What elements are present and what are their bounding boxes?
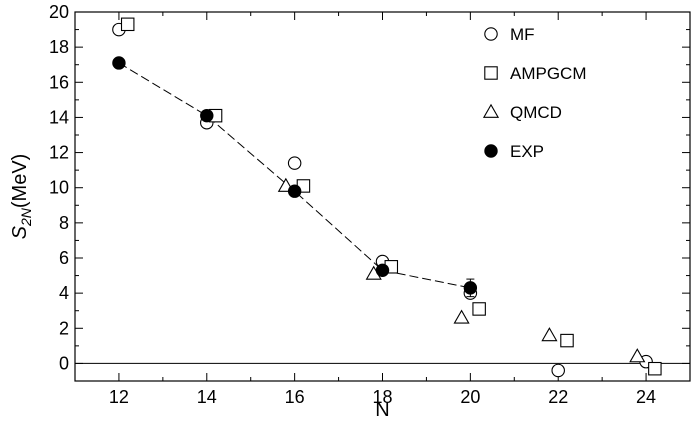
y-tick-label: 6 — [59, 248, 69, 268]
y-axis-title-subscript: 2N — [18, 207, 34, 227]
x-tick-label: 12 — [109, 387, 129, 407]
qmcd-data-point — [629, 348, 646, 363]
y-tick-label: 2 — [59, 318, 69, 338]
exp-data-point — [287, 184, 302, 198]
legend-label-ampgcm: AMPGCM — [510, 64, 587, 83]
qmcd-data-point — [453, 309, 470, 324]
ampgcm-data-point — [560, 333, 574, 348]
mf-data-point — [551, 363, 565, 378]
y-tick-label: 12 — [49, 143, 69, 163]
exp-data-point — [375, 263, 390, 277]
y-axis-title-unit: (MeV) — [9, 154, 31, 208]
legend-label-mf: MF — [510, 25, 535, 44]
plot-area-frame — [74, 11, 691, 382]
y-axis-title: S2N(MeV) — [9, 154, 34, 240]
ampgcm-data-point — [648, 361, 662, 376]
mf-data-point — [287, 156, 302, 170]
ampgcm-data-point — [472, 302, 486, 316]
legend-marker-mf — [484, 27, 498, 41]
x-axis-title: N — [375, 399, 389, 421]
y-tick-label: 4 — [59, 283, 69, 303]
y-tick-label: 20 — [49, 2, 69, 22]
y-tick-label: 16 — [49, 72, 69, 92]
y-tick-label: 8 — [59, 213, 69, 233]
legend-label-qmcd: QMCD — [510, 103, 562, 122]
exp-data-point — [200, 108, 214, 123]
qmcd-data-point — [541, 327, 558, 342]
x-tick-label: 24 — [636, 387, 656, 407]
exp-data-point — [463, 281, 478, 295]
x-tick-label: 22 — [548, 387, 568, 407]
exp-data-point — [112, 56, 126, 70]
x-tick-label: 16 — [285, 387, 305, 407]
legend-label-exp: EXP — [510, 142, 544, 161]
x-tick-label: 14 — [197, 387, 217, 407]
ampgcm-data-point — [120, 17, 135, 32]
x-tick-label: 20 — [460, 387, 480, 407]
y-tick-label: 0 — [59, 353, 69, 373]
legend-marker-ampgcm — [484, 66, 498, 80]
x-tick-label: 18 — [372, 387, 392, 407]
legend-marker-qmcd — [482, 103, 500, 118]
legend-marker-exp — [484, 144, 498, 158]
y-axis-title-main: S — [9, 225, 31, 239]
exp-series-line — [118, 62, 471, 289]
y-tick-label: 18 — [49, 37, 69, 57]
y-tick-label: 14 — [49, 107, 69, 127]
y-tick-label: 10 — [49, 178, 69, 198]
